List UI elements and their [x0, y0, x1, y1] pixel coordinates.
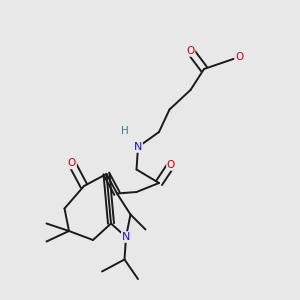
Text: N: N	[134, 142, 142, 152]
Text: O: O	[186, 46, 195, 56]
Text: N: N	[122, 232, 130, 242]
Text: O: O	[235, 52, 243, 62]
Text: H: H	[121, 125, 128, 136]
Text: O: O	[167, 160, 175, 170]
Text: O: O	[68, 158, 76, 169]
